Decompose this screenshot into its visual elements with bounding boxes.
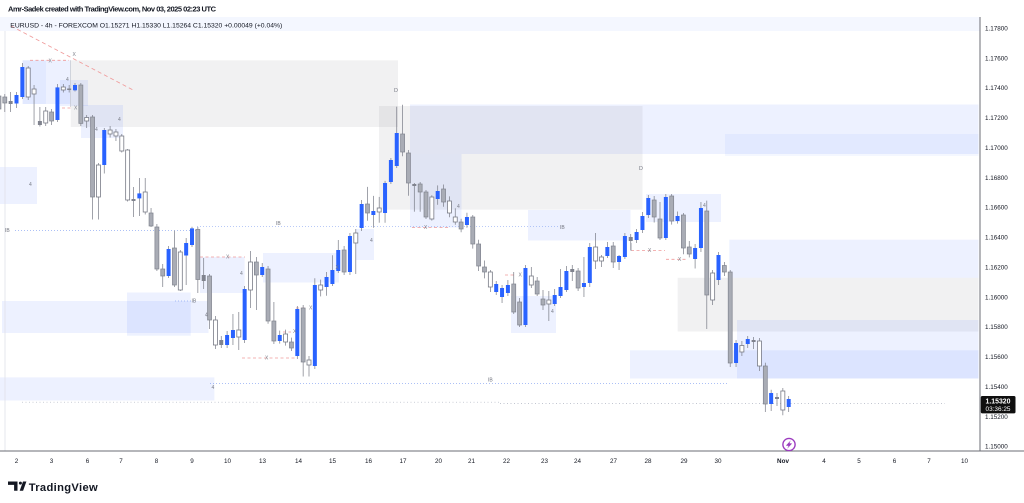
svg-text:17: 17 xyxy=(399,458,407,465)
svg-text:X: X xyxy=(519,273,523,279)
svg-text:4: 4 xyxy=(95,127,98,133)
svg-text:X: X xyxy=(226,255,230,261)
svg-text:D: D xyxy=(639,166,643,172)
svg-text:X: X xyxy=(265,356,269,362)
svg-text:X: X xyxy=(309,306,313,312)
svg-text:IB: IB xyxy=(276,221,281,227)
svg-text:16: 16 xyxy=(365,458,373,465)
svg-text:03:36:25: 03:36:25 xyxy=(986,406,1011,413)
svg-text:X: X xyxy=(49,58,53,64)
svg-text:21: 21 xyxy=(468,458,476,465)
svg-text:1.16000: 1.16000 xyxy=(985,294,1008,301)
svg-text:1.16600: 1.16600 xyxy=(985,205,1008,212)
svg-text:1.17800: 1.17800 xyxy=(985,26,1008,33)
svg-text:1.17600: 1.17600 xyxy=(985,55,1008,62)
svg-text:6: 6 xyxy=(893,458,897,465)
svg-text:14: 14 xyxy=(295,458,303,465)
svg-text:1.16800: 1.16800 xyxy=(985,175,1008,182)
svg-text:30: 30 xyxy=(714,458,722,465)
svg-text:Nov: Nov xyxy=(777,458,789,465)
svg-text:X: X xyxy=(336,265,340,271)
svg-text:IB: IB xyxy=(192,299,197,305)
svg-text:1.17400: 1.17400 xyxy=(985,85,1008,92)
svg-text:1.17200: 1.17200 xyxy=(985,115,1008,122)
svg-text:IB: IB xyxy=(5,228,10,234)
svg-text:2: 2 xyxy=(15,458,19,465)
svg-text:29: 29 xyxy=(680,458,688,465)
svg-text:X: X xyxy=(74,106,78,112)
svg-text:1.15320: 1.15320 xyxy=(986,399,1011,406)
svg-text:TradingView: TradingView xyxy=(29,482,98,494)
svg-text:1.15600: 1.15600 xyxy=(985,354,1008,361)
svg-text:24: 24 xyxy=(574,458,582,465)
svg-text:Amr-Sadek created with Trading: Amr-Sadek created with TradingView.com, … xyxy=(8,5,217,14)
svg-text:1.17000: 1.17000 xyxy=(985,145,1008,152)
svg-text:23: 23 xyxy=(541,458,549,465)
svg-text:4: 4 xyxy=(29,182,32,188)
svg-text:5: 5 xyxy=(857,458,861,465)
svg-text:10: 10 xyxy=(961,458,969,465)
svg-text:20: 20 xyxy=(435,458,443,465)
svg-text:4: 4 xyxy=(703,203,706,209)
svg-text:4: 4 xyxy=(457,204,460,210)
svg-text:X: X xyxy=(648,248,652,254)
svg-text:D: D xyxy=(394,88,398,94)
svg-text:7: 7 xyxy=(927,458,931,465)
svg-text:22: 22 xyxy=(503,458,511,465)
svg-text:1.16400: 1.16400 xyxy=(985,235,1008,242)
svg-text:4: 4 xyxy=(66,77,69,83)
svg-text:4: 4 xyxy=(822,458,826,465)
svg-text:4: 4 xyxy=(551,309,554,315)
svg-text:15: 15 xyxy=(329,458,337,465)
svg-text:28: 28 xyxy=(644,458,652,465)
svg-text:6: 6 xyxy=(86,458,90,465)
svg-text:10: 10 xyxy=(224,458,232,465)
svg-text:7: 7 xyxy=(119,458,123,465)
svg-text:9: 9 xyxy=(190,458,194,465)
svg-text:1.15400: 1.15400 xyxy=(985,384,1008,391)
svg-text:4: 4 xyxy=(205,313,208,319)
svg-text:3: 3 xyxy=(50,458,54,465)
svg-text:27: 27 xyxy=(610,458,618,465)
svg-text:4: 4 xyxy=(212,385,215,391)
svg-text:X: X xyxy=(73,52,77,58)
svg-text:X: X xyxy=(678,257,682,263)
svg-text:X: X xyxy=(293,329,297,335)
svg-text:1.15000: 1.15000 xyxy=(985,444,1008,451)
svg-text:X: X xyxy=(424,225,428,231)
svg-text:4: 4 xyxy=(118,117,121,123)
svg-text:EURUSD - 4h - FOREXCOM O1.152: EURUSD - 4h - FOREXCOM O1.15271 H1.15330… xyxy=(10,23,282,30)
svg-text:IB: IB xyxy=(488,378,493,384)
svg-text:IB: IB xyxy=(560,225,565,231)
svg-text:4: 4 xyxy=(240,271,243,277)
svg-text:13: 13 xyxy=(259,458,267,465)
svg-text:4: 4 xyxy=(370,238,373,244)
svg-text:1.16200: 1.16200 xyxy=(985,265,1008,272)
svg-text:1.15200: 1.15200 xyxy=(985,414,1008,421)
svg-text:8: 8 xyxy=(155,458,159,465)
svg-text:1.15800: 1.15800 xyxy=(985,324,1008,331)
